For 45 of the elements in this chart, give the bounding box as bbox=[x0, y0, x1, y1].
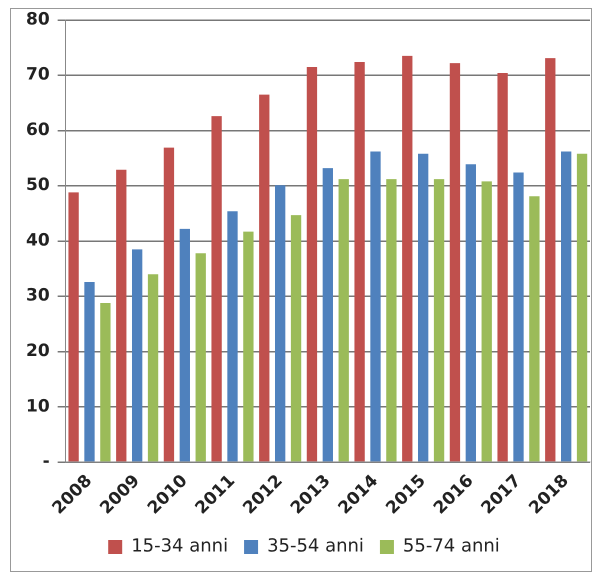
bar bbox=[386, 179, 397, 462]
legend-label: 35-54 anni bbox=[267, 536, 364, 557]
bar bbox=[116, 170, 126, 462]
bar bbox=[196, 253, 206, 462]
bar bbox=[561, 152, 572, 462]
bar bbox=[513, 172, 524, 462]
bar bbox=[211, 116, 222, 462]
bar bbox=[322, 168, 333, 462]
bar bbox=[402, 56, 412, 462]
legend-label: 15-34 anni bbox=[131, 536, 228, 557]
y-tick-label: 40 bbox=[26, 230, 50, 250]
bar bbox=[482, 181, 492, 462]
bar bbox=[466, 164, 476, 462]
legend-label: 55-74 anni bbox=[402, 536, 500, 557]
y-tick-label: 70 bbox=[26, 64, 50, 85]
y-tick-label: 20 bbox=[26, 341, 50, 362]
bar bbox=[227, 211, 238, 462]
bar bbox=[132, 249, 142, 462]
bar bbox=[434, 179, 444, 462]
bar bbox=[290, 215, 302, 462]
bar bbox=[243, 232, 254, 462]
bar bbox=[306, 66, 318, 462]
y-tick-label: 80 bbox=[26, 9, 50, 30]
bar bbox=[529, 196, 540, 462]
bar bbox=[418, 154, 428, 462]
bar bbox=[180, 228, 190, 462]
bar bbox=[545, 58, 556, 462]
bar bbox=[164, 148, 174, 462]
bar bbox=[338, 179, 349, 462]
bar bbox=[576, 154, 588, 462]
bar bbox=[370, 152, 381, 462]
y-tick-label: - bbox=[42, 452, 50, 472]
y-tick-label: 60 bbox=[26, 120, 50, 140]
y-tick-label: 50 bbox=[26, 175, 50, 196]
bar bbox=[84, 282, 95, 462]
y-tick-label: 30 bbox=[26, 286, 50, 306]
bar bbox=[274, 185, 286, 462]
bar bbox=[100, 302, 111, 462]
bar bbox=[259, 94, 270, 462]
bar bbox=[450, 63, 460, 462]
bar bbox=[68, 192, 79, 462]
bar bbox=[148, 274, 158, 462]
y-tick-label: 10 bbox=[26, 396, 50, 416]
bar bbox=[497, 73, 508, 462]
bar bbox=[354, 62, 365, 462]
